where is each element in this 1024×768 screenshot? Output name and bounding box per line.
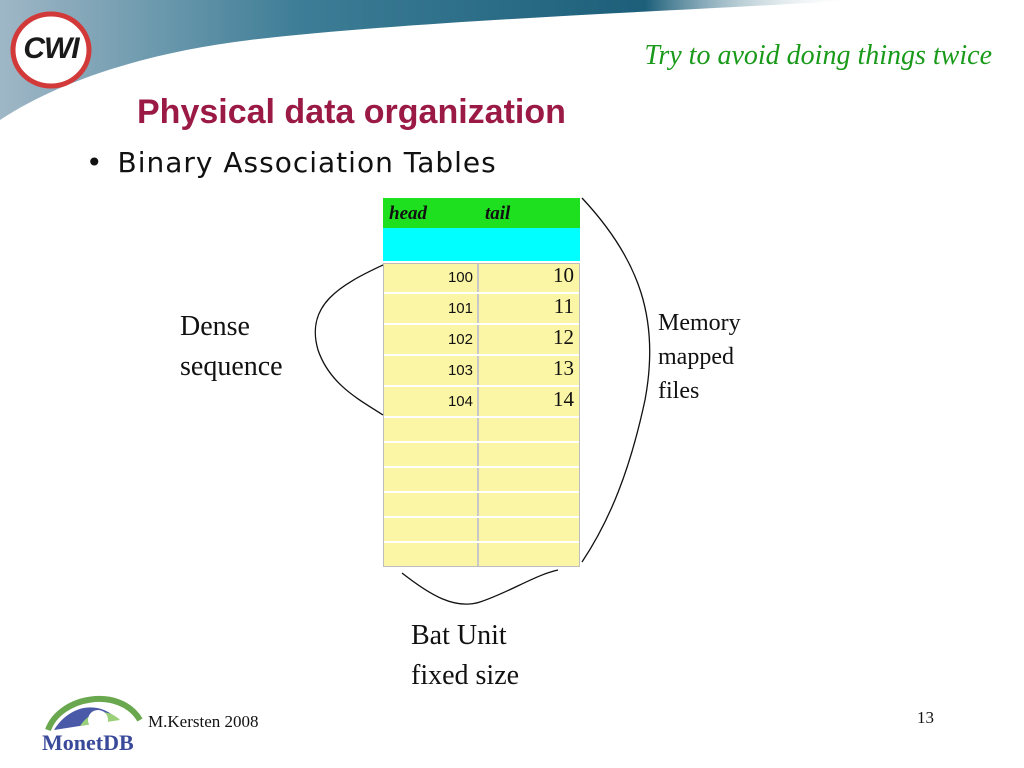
cwi-logo: CWI	[8, 6, 94, 94]
page-number: 13	[917, 708, 934, 727]
tail-cell: 11	[479, 294, 580, 323]
tail-cell: 12	[479, 325, 580, 354]
bullet-dot-icon: •	[86, 146, 104, 179]
footer-author: M.Kersten 2008	[148, 712, 259, 731]
cwi-logo-text: CWI	[23, 32, 79, 65]
bat-table: head tail 100 10 101 11 102 12 103 13 10…	[383, 198, 580, 566]
memory-brace	[581, 197, 651, 563]
head-cell: 103	[383, 356, 479, 385]
table-row: 103 13	[383, 356, 580, 385]
unit-brace	[401, 569, 559, 605]
empty-row	[383, 418, 580, 441]
cwi-logo-ring-icon	[10, 11, 92, 89]
dense-brace	[314, 264, 384, 416]
dense-sequence-label: Dense sequence	[180, 311, 283, 382]
tail-label: tail	[485, 203, 511, 224]
slide-title: Physical data organization	[137, 93, 566, 131]
head-cell: 104	[383, 387, 479, 416]
monetdb-logo-icon	[45, 695, 143, 732]
monetdb-brand: MonetDB	[42, 730, 134, 755]
table-row: 100 10	[383, 263, 580, 292]
table-row: 104 14	[383, 387, 580, 416]
head-cell: 101	[383, 294, 479, 323]
slide-tagline: Try to avoid doing things twice	[644, 40, 992, 71]
empty-row	[383, 443, 580, 466]
bullet-item: • Binary Association Tables	[86, 146, 497, 179]
empty-row	[383, 518, 580, 541]
head-label: head	[389, 203, 427, 224]
empty-row	[383, 493, 580, 516]
bat-cyan-row	[383, 228, 580, 261]
bullet-text: Binary Association Tables	[117, 146, 497, 179]
head-cell: 100	[383, 263, 479, 292]
header-banner	[0, 0, 860, 120]
tail-cell: 14	[479, 387, 580, 416]
empty-row	[383, 543, 580, 566]
memory-mapped-label: Memory mapped files	[658, 310, 741, 404]
empty-row	[383, 468, 580, 491]
tail-cell: 10	[479, 263, 580, 292]
table-row: 101 11	[383, 294, 580, 323]
bat-header-row: head tail	[383, 198, 580, 228]
head-cell: 102	[383, 325, 479, 354]
tail-cell: 13	[479, 356, 580, 385]
table-row: 102 12	[383, 325, 580, 354]
bat-unit-label: Bat Unit fixed size	[411, 620, 520, 691]
